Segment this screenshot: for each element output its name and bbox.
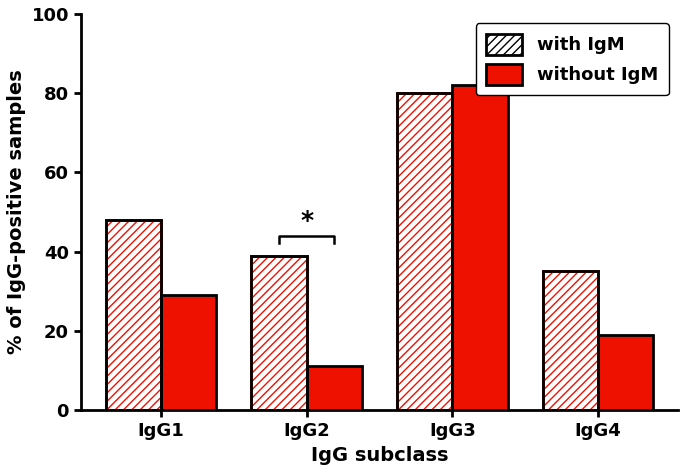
Bar (452, 85, 508, 410)
Bar (251, 255, 307, 410)
Bar (543, 271, 598, 410)
Legend: with IgM, without IgM: with IgM, without IgM (475, 23, 669, 95)
Bar (105, 220, 161, 410)
Bar (543, 271, 598, 410)
X-axis label: IgG subclass: IgG subclass (311, 446, 448, 465)
Bar (397, 93, 452, 410)
Bar (397, 93, 452, 410)
Bar (105, 220, 161, 410)
Bar (161, 295, 216, 410)
Y-axis label: % of IgG-positive samples: % of IgG-positive samples (7, 69, 26, 354)
Bar (598, 335, 653, 410)
Bar (251, 255, 307, 410)
Text: *: * (300, 209, 313, 233)
Bar (307, 366, 362, 410)
